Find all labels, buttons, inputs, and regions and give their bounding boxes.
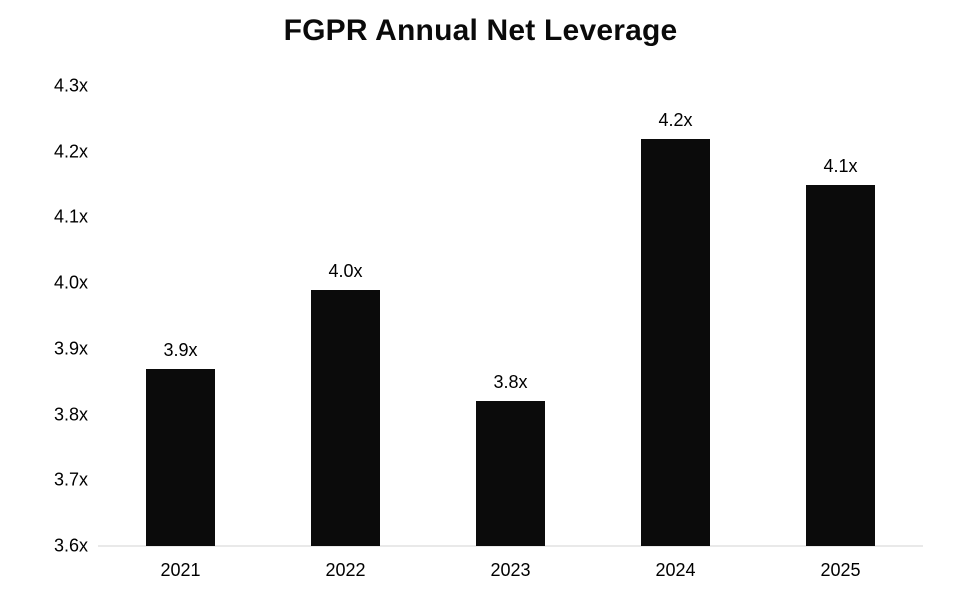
y-tick-label: 3.9x <box>53 338 88 359</box>
x-tick-label: 2025 <box>820 560 861 580</box>
chart-title: FGPR Annual Net Leverage <box>283 14 678 47</box>
x-tick-label: 2021 <box>160 560 201 580</box>
y-tick-label: 4.2x <box>53 141 88 162</box>
bar-2022 <box>311 289 380 546</box>
x-tick-label: 2023 <box>490 560 531 580</box>
y-tick-label: 4.0x <box>53 272 88 293</box>
bar-value-label: 4.1x <box>823 155 858 176</box>
bar-2024 <box>641 138 710 546</box>
bar-value-label: 4.0x <box>328 260 363 281</box>
bar-value-label: 3.9x <box>163 339 198 360</box>
y-tick-label: 4.1x <box>53 206 88 227</box>
x-tick-label: 2024 <box>655 560 696 580</box>
bar-value-label: 4.2x <box>658 109 693 130</box>
y-tick-label: 3.8x <box>53 404 88 425</box>
x-tick-label: 2022 <box>325 560 366 580</box>
y-tick-label: 3.7x <box>53 469 88 490</box>
y-tick-label: 3.6x <box>53 535 88 556</box>
x-axis-line <box>98 545 923 547</box>
bar-2023 <box>476 401 545 546</box>
y-tick-label: 4.3x <box>53 75 88 96</box>
bar-value-label: 3.8x <box>493 372 528 393</box>
bar-2021 <box>146 368 215 546</box>
bar-2025 <box>806 184 875 546</box>
